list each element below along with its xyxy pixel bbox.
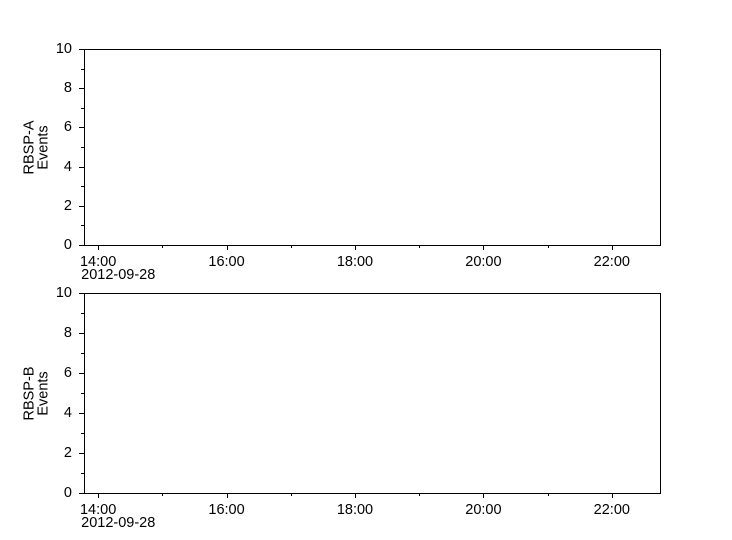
y-minor-tick [81, 225, 84, 227]
x-minor-tick [290, 245, 292, 248]
y-minor-tick [81, 68, 84, 70]
x-minor-tick [547, 493, 549, 496]
x-tick-label: 16:00 [208, 502, 245, 518]
y-major-tick [79, 293, 84, 294]
x-major-tick [483, 245, 485, 250]
x-major-tick [354, 493, 356, 498]
y-minor-tick [81, 313, 84, 314]
x-minor-tick [290, 493, 292, 496]
x-major-tick [226, 493, 228, 498]
y-minor-tick [81, 353, 84, 354]
x-major-tick [98, 245, 100, 250]
y-major-tick [79, 88, 84, 90]
x-tick-label: 14:00 [79, 502, 117, 518]
y-tick-label: 2 [63, 197, 72, 214]
panel-rbsp-b-frame [84, 293, 661, 494]
y-minor-tick [81, 433, 84, 434]
y-major-tick [79, 205, 84, 207]
y-tick-label: 8 [63, 80, 72, 97]
y-major-tick [79, 453, 84, 454]
x-major-tick [483, 493, 485, 498]
x-minor-tick [162, 493, 164, 496]
y-major-tick [79, 373, 84, 374]
y-major-tick [79, 49, 84, 50]
y-major-tick [79, 166, 84, 168]
y-major-tick [79, 493, 84, 494]
panel-rbsp-a-frame [84, 49, 661, 246]
y-axis-label-rbsp-a: RBSP-A Events [21, 120, 52, 174]
y-tick-label: 4 [63, 405, 72, 421]
x-minor-tick [419, 245, 421, 248]
x-minor-tick [547, 245, 549, 248]
y-major-tick [79, 127, 84, 129]
y-tick-label: 8 [63, 325, 72, 341]
y-tick-label: 4 [63, 158, 72, 175]
x-major-tick [226, 245, 228, 250]
y-axis-label-rbsp-b: RBSP-B Events [21, 366, 52, 420]
x-major-tick [98, 493, 100, 498]
y-minor-tick [81, 186, 84, 188]
y-minor-tick [81, 107, 84, 109]
y-major-tick [79, 413, 84, 414]
x-major-tick [611, 245, 613, 250]
y-minor-tick [81, 473, 84, 474]
y-tick-label: 6 [63, 365, 72, 381]
x-axis-date-label: 2012-09-28 [81, 267, 156, 283]
x-tick-label: 18:00 [336, 254, 374, 270]
x-tick-label: 20:00 [465, 502, 502, 518]
y-minor-tick [81, 393, 84, 394]
y-tick-label: 6 [63, 119, 72, 136]
y-major-tick [79, 245, 84, 246]
y-tick-label: 10 [55, 41, 72, 57]
y-tick-label: 10 [55, 285, 72, 301]
x-axis-date-label: 2012-09-28 [81, 515, 156, 531]
y-minor-tick [81, 147, 84, 148]
x-tick-label: 22:00 [593, 254, 630, 270]
x-tick-label: 18:00 [336, 502, 374, 518]
x-minor-tick [419, 493, 421, 496]
x-tick-label: 16:00 [208, 254, 245, 270]
y-major-tick [79, 333, 84, 334]
x-tick-label: 20:00 [465, 254, 502, 270]
x-major-tick [611, 493, 613, 498]
x-tick-label: 14:00 [79, 254, 117, 270]
x-tick-label: 22:00 [593, 502, 630, 518]
y-tick-label: 2 [63, 445, 72, 461]
y-tick-label: 0 [63, 485, 72, 501]
x-major-tick [354, 245, 356, 250]
y-tick-label: 0 [63, 237, 72, 253]
x-minor-tick [162, 245, 164, 248]
